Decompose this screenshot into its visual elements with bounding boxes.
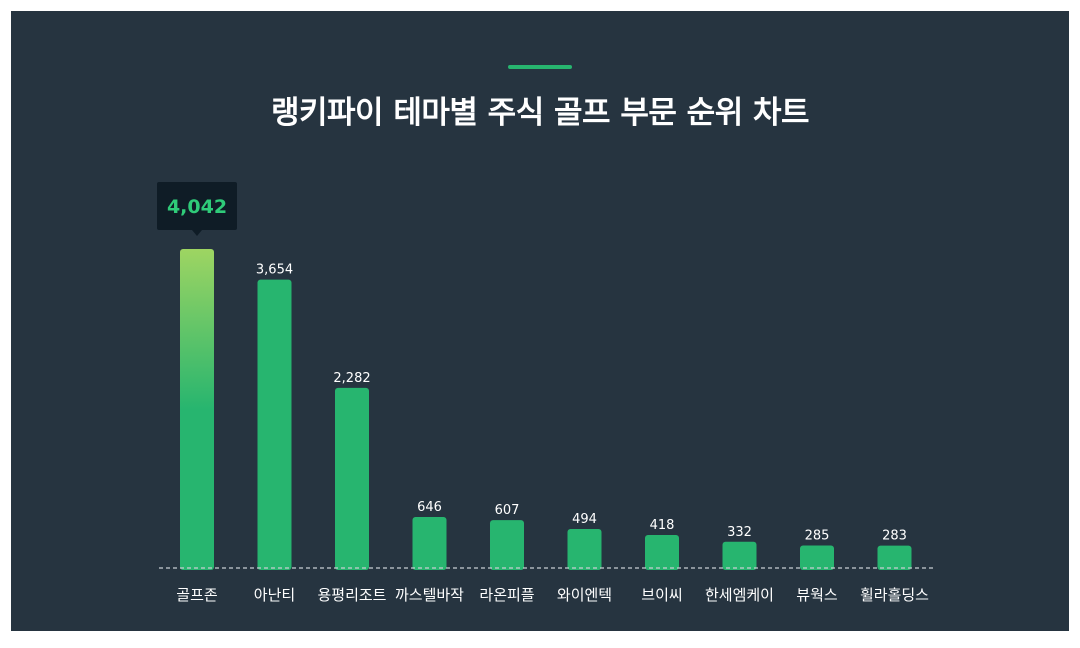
category-label-4: 까스텔바작	[395, 586, 464, 604]
category-label-6: 와이엔텍	[557, 586, 612, 604]
value-label-10: 283	[882, 529, 907, 544]
value-label-7: 418	[650, 518, 675, 533]
category-label-9: 뷰웍스	[796, 586, 838, 604]
bar-3	[335, 387, 369, 570]
category-label-8: 한세엠케이	[705, 586, 774, 604]
chart-panel: 랭키파이 테마별 주식 골프 부문 순위 차트 4,042 골프존 3,654 아난티…	[11, 11, 1069, 631]
value-label-4: 646	[417, 500, 442, 515]
value-label-2: 3,654	[256, 263, 293, 278]
bar-5	[490, 520, 524, 570]
bar-6	[567, 529, 602, 570]
chart-title: 랭키파이 테마별 주식 골프 부문 순위 차트	[270, 95, 810, 131]
tooltip-arrow	[192, 230, 202, 236]
category-label-2: 아난티	[254, 586, 295, 604]
value-label-5: 607	[495, 503, 520, 518]
category-label-7: 브이씨	[641, 586, 682, 604]
bar-7	[645, 535, 679, 570]
value-tooltip	[157, 182, 237, 230]
category-label-5: 라온피플	[479, 586, 534, 604]
bar-chart: 4,042 골프존 3,654 아난티 2,282 용평리조트 646 까스텔바작 607 라온피…	[157, 182, 933, 604]
value-label-9: 285	[805, 529, 830, 544]
bar-10	[877, 545, 912, 570]
bar-2	[257, 279, 292, 570]
value-label-6: 494	[572, 512, 597, 527]
value-label-1: 4,042	[167, 196, 227, 218]
bar-9	[800, 545, 834, 570]
bar-1	[180, 249, 214, 570]
title-accent-line	[508, 65, 572, 69]
bar-8	[722, 541, 757, 570]
value-label-3: 2,282	[333, 371, 370, 386]
category-label-10: 휠라홀딩스	[860, 586, 929, 604]
category-label-1: 골프존	[176, 586, 218, 604]
value-label-8: 332	[727, 525, 752, 540]
bar-4	[412, 517, 447, 570]
category-label-3: 용평리조트	[317, 586, 386, 604]
